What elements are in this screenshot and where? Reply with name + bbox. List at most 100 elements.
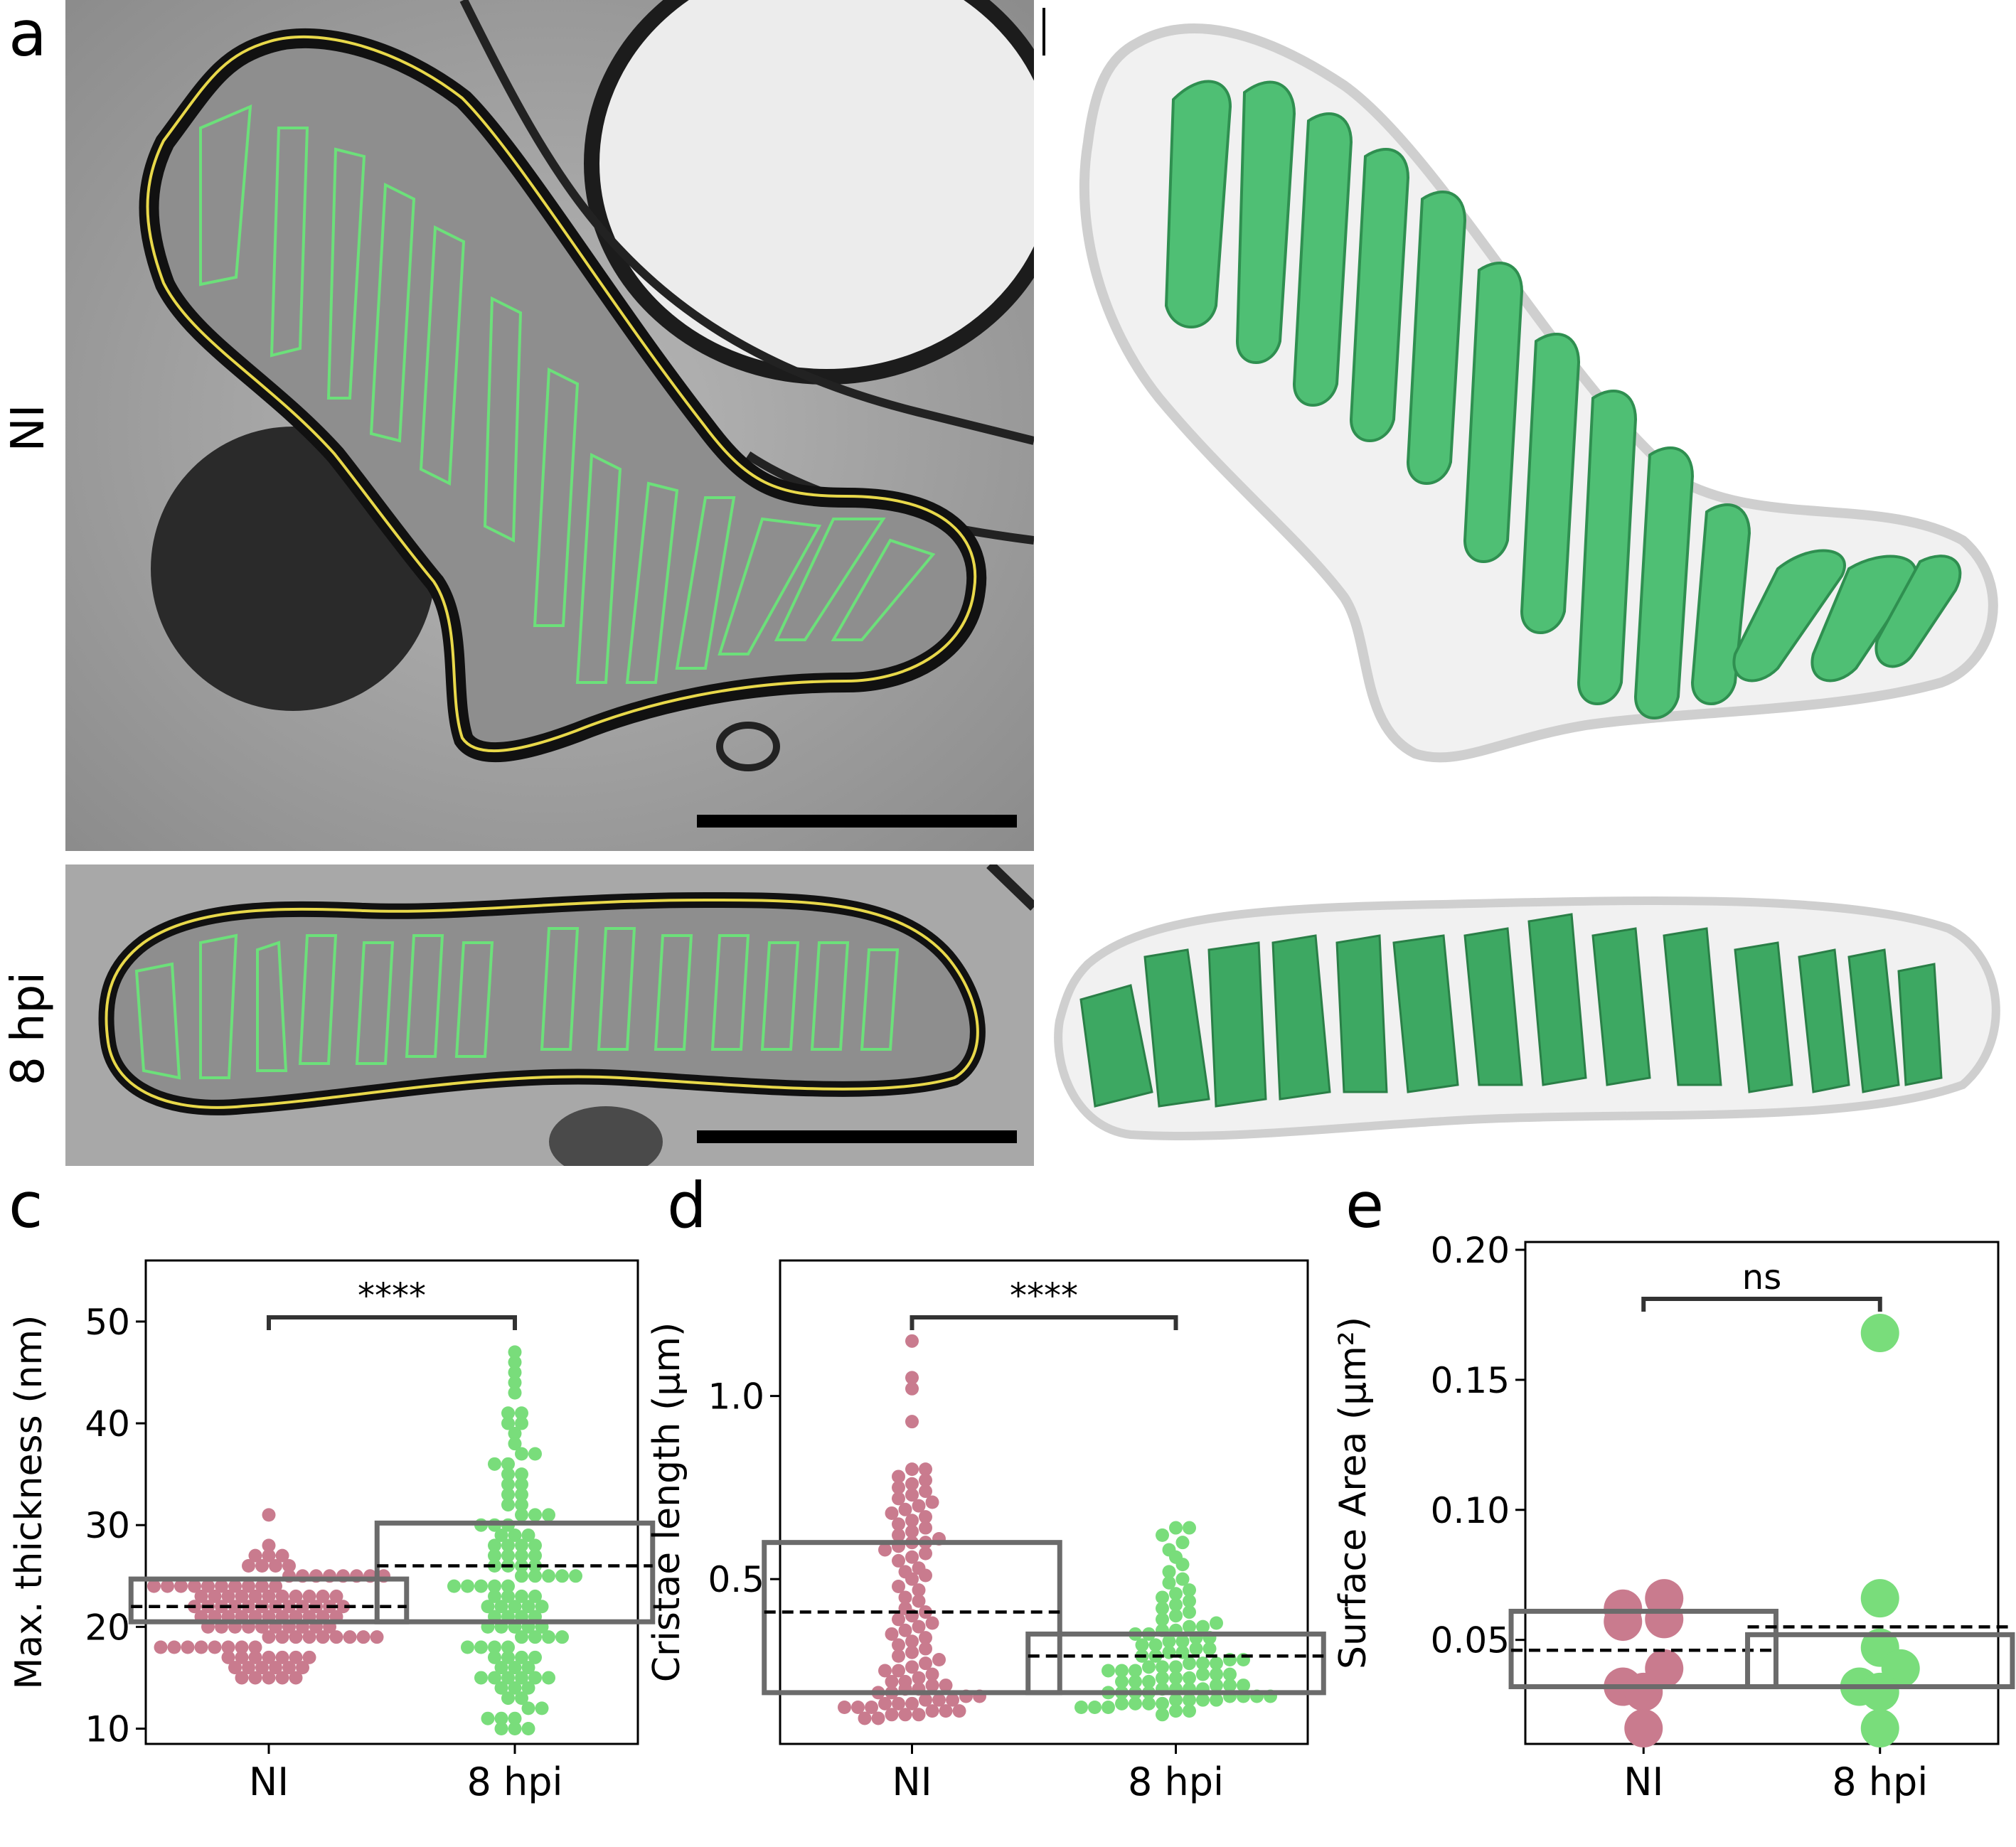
x-tick-label: 8 hpi bbox=[466, 1760, 562, 1804]
panel-label-d: d bbox=[667, 1169, 707, 1242]
data-point bbox=[508, 1681, 522, 1695]
data-point bbox=[1183, 1693, 1196, 1707]
em-micrograph-ni bbox=[65, 0, 1034, 851]
data-point bbox=[488, 1579, 501, 1593]
data-point bbox=[262, 1508, 276, 1522]
data-point bbox=[1156, 1696, 1169, 1711]
data-point bbox=[501, 1457, 515, 1471]
data-point bbox=[1169, 1704, 1183, 1718]
data-point bbox=[521, 1529, 535, 1543]
data-point bbox=[919, 1510, 932, 1524]
data-point bbox=[481, 1711, 495, 1725]
box bbox=[762, 1540, 1062, 1696]
data-point bbox=[569, 1569, 582, 1583]
data-point bbox=[925, 1667, 939, 1681]
data-point bbox=[282, 1600, 296, 1614]
data-point bbox=[255, 1661, 269, 1675]
data-point bbox=[1196, 1656, 1210, 1671]
y-tick-label: 10 bbox=[85, 1709, 130, 1750]
data-point bbox=[905, 1415, 919, 1429]
data-point bbox=[508, 1355, 522, 1369]
data-point bbox=[919, 1462, 932, 1477]
data-point bbox=[474, 1640, 488, 1654]
data-point bbox=[508, 1437, 522, 1451]
data-point bbox=[1156, 1528, 1169, 1542]
data-point bbox=[208, 1589, 222, 1603]
data-point bbox=[1183, 1521, 1196, 1535]
data-point bbox=[289, 1589, 303, 1603]
render-3d-8hpi bbox=[1045, 879, 2016, 1149]
data-point bbox=[474, 1579, 488, 1593]
data-point bbox=[508, 1376, 522, 1390]
data-point bbox=[528, 1447, 542, 1461]
data-point bbox=[228, 1661, 242, 1675]
data-point bbox=[515, 1569, 528, 1583]
data-point bbox=[1183, 1583, 1196, 1597]
data-point bbox=[528, 1548, 542, 1563]
data-point bbox=[255, 1579, 269, 1593]
x-tick-label: 8 hpi bbox=[1128, 1760, 1224, 1804]
data-point bbox=[1223, 1679, 1237, 1693]
data-point bbox=[1102, 1664, 1115, 1678]
data-point bbox=[885, 1506, 899, 1520]
data-point bbox=[228, 1600, 242, 1614]
data-point bbox=[878, 1696, 892, 1711]
data-point bbox=[1210, 1656, 1223, 1671]
data-point bbox=[1162, 1575, 1176, 1590]
data-point bbox=[275, 1630, 289, 1644]
data-point bbox=[925, 1704, 939, 1718]
data-point bbox=[905, 1660, 919, 1674]
data-point bbox=[515, 1487, 528, 1501]
data-point bbox=[892, 1649, 905, 1663]
data-point bbox=[1210, 1616, 1223, 1630]
data-point bbox=[235, 1671, 249, 1685]
data-point bbox=[1183, 1704, 1196, 1718]
data-point bbox=[1129, 1696, 1142, 1711]
y-axis-label: Surface Area (µm²) bbox=[1332, 1317, 1375, 1669]
plot-surface-area: 0.05 0.10 0.15 0.20 NI 8 hpi Surface Area (µm²… bbox=[1332, 1230, 2015, 1804]
y-tick-label: 20 bbox=[85, 1607, 130, 1648]
data-point bbox=[488, 1589, 501, 1603]
data-point bbox=[905, 1696, 919, 1711]
data-point bbox=[1074, 1700, 1088, 1714]
data-point bbox=[1142, 1674, 1156, 1688]
x-tick-label: NI bbox=[892, 1760, 932, 1804]
data-point bbox=[898, 1708, 912, 1722]
data-point bbox=[248, 1640, 262, 1654]
data-point bbox=[905, 1371, 919, 1385]
data-point bbox=[235, 1589, 249, 1603]
data-point bbox=[925, 1679, 939, 1693]
data-point bbox=[174, 1579, 188, 1593]
data-point bbox=[488, 1650, 501, 1664]
panel-label-a: a bbox=[9, 0, 47, 70]
data-point bbox=[1169, 1587, 1183, 1601]
data-point bbox=[262, 1548, 276, 1563]
data-point bbox=[905, 1381, 919, 1396]
data-point bbox=[905, 1462, 919, 1477]
data-point bbox=[488, 1640, 501, 1654]
y-tick-label: 50 bbox=[85, 1302, 130, 1343]
data-point bbox=[542, 1671, 555, 1685]
data-point bbox=[248, 1548, 262, 1563]
data-point bbox=[1162, 1565, 1176, 1579]
data-point bbox=[316, 1589, 330, 1603]
data-point bbox=[515, 1467, 528, 1482]
data-point bbox=[939, 1704, 953, 1718]
data-point bbox=[885, 1627, 899, 1641]
data-point bbox=[343, 1630, 357, 1644]
data-point bbox=[461, 1640, 474, 1654]
data-point bbox=[515, 1538, 528, 1553]
data-point bbox=[1175, 1536, 1190, 1550]
data-point bbox=[1156, 1612, 1169, 1627]
data-point bbox=[912, 1594, 926, 1608]
data-point bbox=[1102, 1700, 1115, 1714]
data-point bbox=[1156, 1671, 1169, 1685]
data-point bbox=[275, 1589, 289, 1603]
data-point bbox=[508, 1600, 522, 1614]
data-point bbox=[242, 1579, 255, 1593]
data-point bbox=[892, 1492, 905, 1506]
data-point bbox=[939, 1679, 953, 1693]
data-point bbox=[515, 1508, 528, 1522]
data-point bbox=[878, 1664, 892, 1678]
data-point bbox=[1645, 1600, 1684, 1639]
